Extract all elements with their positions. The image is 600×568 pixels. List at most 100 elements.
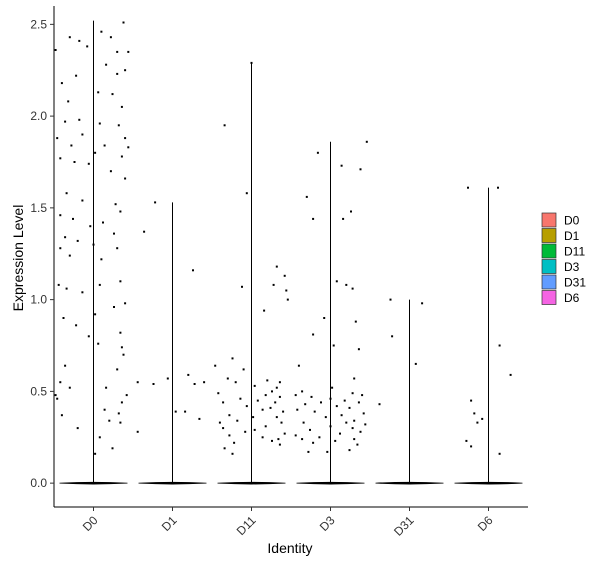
data-point	[271, 390, 273, 393]
data-point	[266, 379, 269, 382]
y-axis-title: Expression Level	[10, 205, 26, 312]
violin-base	[59, 481, 128, 485]
data-point	[56, 137, 59, 140]
data-point	[283, 432, 286, 435]
data-point	[335, 280, 338, 283]
data-point	[253, 384, 256, 387]
data-point	[214, 364, 217, 367]
data-point	[223, 124, 226, 127]
data-point	[297, 364, 300, 367]
data-point	[116, 50, 119, 53]
data-point	[117, 412, 120, 415]
data-point	[203, 381, 206, 384]
y-tick-label: 0.5	[30, 384, 47, 398]
data-point	[331, 386, 334, 389]
y-tick-label: 2.5	[30, 17, 47, 31]
data-point	[124, 177, 127, 180]
data-point	[97, 91, 100, 94]
data-point	[124, 302, 127, 305]
data-point	[357, 348, 360, 351]
data-point	[76, 239, 79, 242]
data-point	[378, 403, 381, 406]
data-point	[228, 434, 231, 437]
data-point	[470, 445, 473, 448]
data-point	[127, 146, 130, 149]
data-point	[252, 416, 255, 419]
data-point	[187, 373, 190, 376]
data-point	[127, 50, 130, 53]
data-point	[335, 405, 338, 408]
data-point	[56, 397, 59, 400]
data-point	[198, 417, 201, 420]
data-point	[98, 283, 101, 286]
data-point	[350, 210, 352, 213]
data-point	[92, 243, 95, 246]
data-point	[116, 247, 119, 250]
data-point	[120, 346, 123, 349]
data-point	[119, 421, 122, 424]
data-point	[60, 414, 63, 417]
data-point	[75, 324, 78, 327]
data-point	[97, 342, 100, 345]
legend-key	[541, 212, 557, 228]
data-point	[283, 274, 286, 277]
data-point	[353, 419, 356, 422]
y-tick-label: 0.0	[30, 476, 47, 490]
data-point	[89, 225, 92, 228]
data-point	[59, 247, 62, 250]
data-point	[64, 364, 67, 367]
data-point	[332, 344, 335, 347]
data-point	[109, 36, 112, 39]
data-point	[509, 373, 512, 376]
x-tick-label: D31	[391, 513, 417, 539]
data-point	[242, 368, 245, 371]
violin-base	[375, 481, 444, 485]
y-tick-label: 2.0	[30, 109, 47, 123]
data-point	[60, 82, 63, 85]
data-point	[245, 192, 248, 195]
data-point	[353, 438, 356, 441]
data-point	[497, 186, 499, 189]
violin-base	[454, 481, 523, 485]
data-point	[105, 63, 108, 66]
data-point	[174, 410, 177, 413]
data-point	[421, 302, 424, 305]
data-point	[264, 425, 267, 428]
data-point	[68, 36, 71, 39]
data-point	[166, 377, 169, 380]
x-tick-label: D0	[80, 513, 101, 534]
data-point	[231, 452, 234, 455]
legend-label: D11	[564, 245, 585, 259]
x-tick-label: D3	[317, 513, 338, 534]
data-point	[271, 439, 273, 442]
data-point	[329, 397, 332, 400]
data-point	[301, 438, 304, 441]
data-point	[81, 291, 84, 294]
data-point	[222, 401, 225, 404]
data-point	[353, 377, 356, 380]
data-point	[125, 394, 128, 397]
data-point	[122, 21, 125, 24]
data-point	[313, 410, 316, 413]
violin-base	[138, 481, 207, 485]
data-point	[498, 452, 501, 455]
data-point	[278, 381, 281, 384]
data-point	[143, 230, 146, 233]
violin-base	[296, 481, 365, 485]
data-point	[339, 432, 341, 435]
data-point	[280, 421, 283, 424]
data-point	[465, 439, 468, 442]
data-point	[244, 430, 247, 433]
data-point	[234, 381, 237, 384]
x-tick-label: D1	[159, 513, 180, 534]
data-point	[389, 298, 392, 301]
data-point	[261, 408, 264, 411]
data-point	[309, 428, 311, 431]
data-point	[312, 333, 315, 336]
data-point	[359, 430, 362, 433]
data-point	[100, 258, 103, 261]
data-point	[312, 441, 315, 444]
data-point	[342, 217, 345, 220]
data-point	[323, 317, 326, 319]
